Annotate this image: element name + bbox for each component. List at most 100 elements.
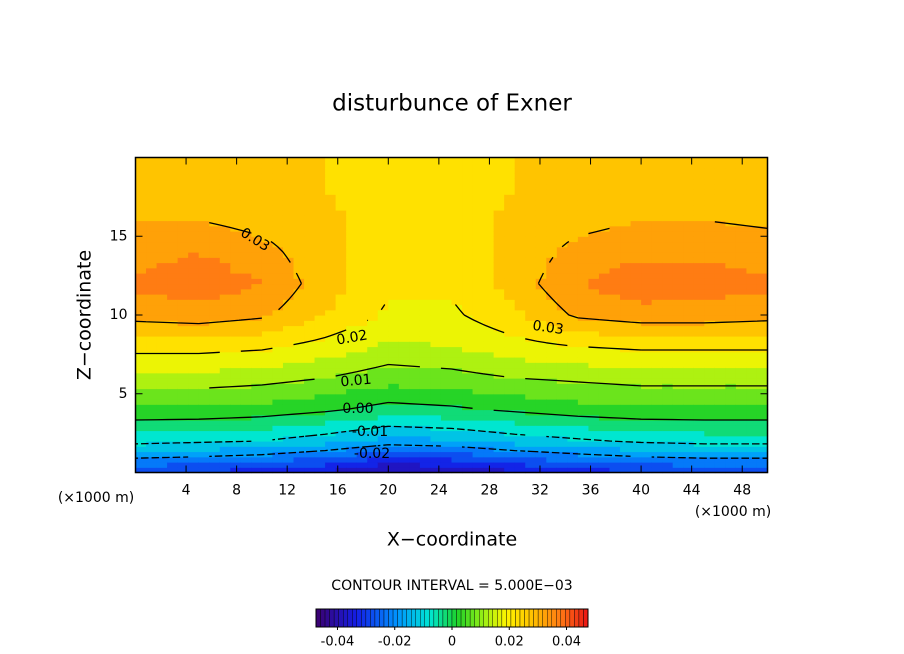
contour-cell xyxy=(156,231,168,237)
contour-cell xyxy=(419,351,432,358)
contour-cell xyxy=(177,430,189,437)
contour-cell xyxy=(419,435,432,442)
contour-cell xyxy=(272,278,284,285)
contour-cell xyxy=(683,273,695,279)
contour-cell xyxy=(209,252,221,258)
contour-cell xyxy=(188,194,200,201)
contour-cell xyxy=(483,304,495,311)
contour-cell xyxy=(483,315,495,321)
contour-cell xyxy=(725,451,737,458)
contour-cell xyxy=(409,462,421,468)
contour-cell xyxy=(230,372,242,379)
contour-cell xyxy=(472,215,484,222)
contour-cell xyxy=(651,451,663,458)
contour-cell xyxy=(430,446,442,453)
contour-cell xyxy=(483,189,495,195)
contour-cell xyxy=(167,351,179,358)
contour-cell xyxy=(588,330,600,337)
contour-cell xyxy=(493,168,505,174)
contour-cell xyxy=(209,225,221,232)
contour-cell xyxy=(335,241,347,248)
contour-cell xyxy=(282,451,295,458)
contour-cell xyxy=(683,183,695,190)
contour-cell xyxy=(346,425,358,432)
contour-cell xyxy=(451,199,463,206)
contour-cell xyxy=(240,367,252,374)
contour-cell xyxy=(641,189,653,195)
contour-cell xyxy=(504,357,516,363)
contour-cell xyxy=(598,383,611,390)
contour-cell xyxy=(641,225,653,232)
contour-cell xyxy=(135,262,147,269)
contour-cell xyxy=(693,246,705,253)
contour-cell xyxy=(725,404,737,411)
contour-cell xyxy=(735,236,748,243)
contour-cell xyxy=(641,409,653,416)
contour-cell xyxy=(598,288,611,295)
contour-cell xyxy=(156,210,168,216)
contour-cell xyxy=(209,399,221,405)
contour-cell xyxy=(146,351,158,358)
contour-cell xyxy=(261,330,274,337)
contour-cell xyxy=(177,204,189,211)
contour-cell xyxy=(714,467,726,474)
contour-cell xyxy=(430,199,442,206)
contour-cell xyxy=(325,252,337,258)
contour-cell xyxy=(219,183,231,190)
contour-cell xyxy=(598,236,611,243)
contour-cell xyxy=(620,430,632,437)
contour-cell xyxy=(430,220,442,227)
contour-cell xyxy=(651,357,663,363)
contour-cell xyxy=(556,199,568,206)
contour-cell xyxy=(272,241,284,248)
contour-cell xyxy=(693,357,705,363)
contour-cell xyxy=(462,204,474,211)
contour-cell xyxy=(620,204,632,211)
contour-cell xyxy=(483,456,495,463)
contour-cell xyxy=(725,173,737,180)
contour-cell xyxy=(514,330,526,337)
contour-cell xyxy=(756,168,769,174)
contour-cell xyxy=(525,378,537,384)
contour-cell xyxy=(493,194,505,201)
contour-cell xyxy=(293,309,305,316)
contour-cell xyxy=(156,283,168,290)
contour-cell xyxy=(735,183,748,190)
contour-cell xyxy=(314,414,326,421)
contour-cell xyxy=(641,393,653,400)
contour-cell xyxy=(377,199,389,206)
contour-cell xyxy=(304,294,316,300)
contour-cell xyxy=(683,294,695,300)
contour-cell xyxy=(177,372,189,379)
contour-cell xyxy=(304,325,316,332)
contour-cell xyxy=(377,267,389,274)
contour-cell xyxy=(440,330,453,337)
contour-cell xyxy=(609,446,621,453)
contour-cell xyxy=(146,262,158,269)
contour-cell xyxy=(419,430,432,437)
contour-cell xyxy=(641,330,653,337)
contour-cell xyxy=(304,309,316,316)
contour-cell xyxy=(630,378,642,384)
contour-cell xyxy=(156,220,168,227)
contour-cell xyxy=(367,288,379,295)
contour-cell xyxy=(451,189,463,195)
contour-cell xyxy=(630,441,642,447)
contour-cell xyxy=(546,388,558,395)
contour-cell xyxy=(504,288,516,295)
contour-cell xyxy=(451,393,463,400)
contour-cell xyxy=(419,283,432,290)
contour-cell xyxy=(314,435,326,442)
contour-cell xyxy=(451,357,463,363)
contour-cell xyxy=(451,409,463,416)
contour-cell xyxy=(683,246,695,253)
contour-cell xyxy=(693,173,705,180)
contour-cell xyxy=(282,351,295,358)
contour-cell xyxy=(756,351,769,358)
contour-cell xyxy=(451,215,463,222)
contour-cell xyxy=(725,357,737,363)
contour-cell xyxy=(293,278,305,285)
contour-cell xyxy=(483,162,495,169)
contour-cell xyxy=(314,462,326,468)
contour-cell xyxy=(472,162,484,169)
